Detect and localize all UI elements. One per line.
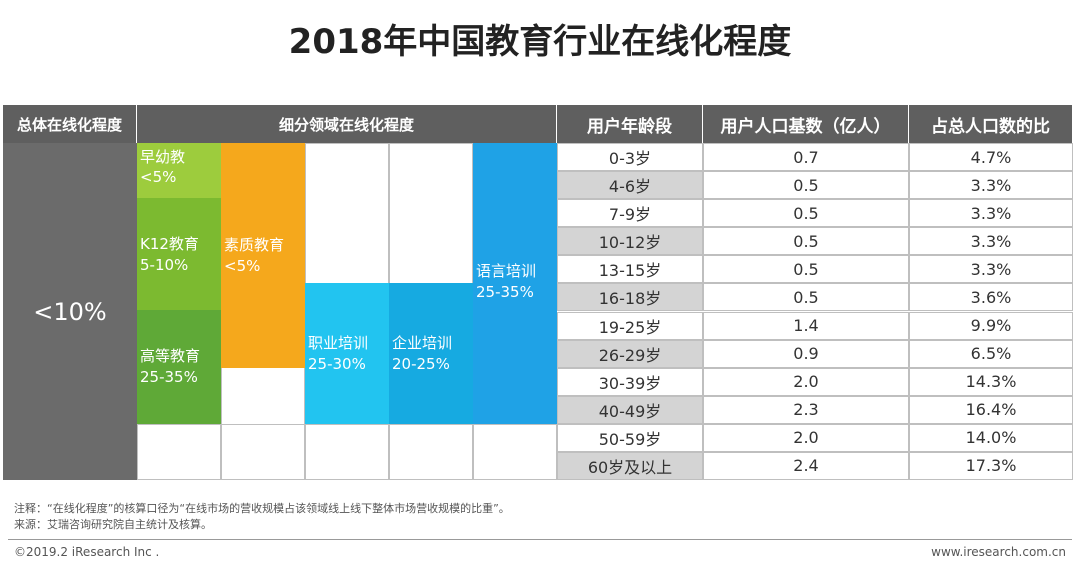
table-cell: 2.4 bbox=[703, 451, 909, 480]
separator bbox=[8, 539, 1072, 540]
table-cell: 16.4% bbox=[909, 395, 1073, 424]
segment-block: 语言培训 25-35% bbox=[473, 143, 557, 424]
segment-block: 企业培训 20-25% bbox=[389, 283, 473, 424]
segments-header: 细分领域在线化程度 bbox=[137, 105, 557, 143]
table-cell: 1.4 bbox=[703, 311, 909, 340]
table-cell: 3.3% bbox=[909, 255, 1073, 284]
table-cell: 14.3% bbox=[909, 367, 1073, 396]
age-group: 40-49岁 bbox=[557, 395, 703, 424]
age-group: 10-12岁 bbox=[557, 227, 703, 256]
age-group: 30-39岁 bbox=[557, 367, 703, 396]
table-cell: 6.5% bbox=[909, 339, 1073, 368]
table-cell: 3.6% bbox=[909, 283, 1073, 312]
table-cell: 14.0% bbox=[909, 423, 1073, 452]
age-group: 60岁及以上 bbox=[557, 451, 703, 480]
table-cell: 0.7 bbox=[703, 143, 909, 172]
segment-block: 职业培训 25-30% bbox=[305, 283, 389, 424]
table-cell: 0.5 bbox=[703, 255, 909, 284]
segment-range: <5% bbox=[224, 257, 261, 275]
age-group: 19-25岁 bbox=[557, 311, 703, 340]
age-group: 7-9岁 bbox=[557, 199, 703, 228]
segment-range: 20-25% bbox=[392, 355, 450, 373]
table-cell: 17.3% bbox=[909, 451, 1073, 480]
table-cell: 3.3% bbox=[909, 171, 1073, 200]
table-cell: 3.3% bbox=[909, 227, 1073, 256]
segment-name: 素质教育 bbox=[224, 236, 285, 254]
table-cell: 2.3 bbox=[703, 395, 909, 424]
note: 来源：艾瑞咨询研究院自主统计及核算。 bbox=[14, 518, 212, 531]
column-header: 用户年龄段 bbox=[557, 105, 703, 143]
table-cell: 0.9 bbox=[703, 339, 909, 368]
segment-name: 早幼教 bbox=[140, 148, 186, 166]
segment-name: 职业培训 bbox=[308, 334, 369, 352]
table-cell: 2.0 bbox=[703, 423, 909, 452]
segment-range: 25-35% bbox=[140, 368, 198, 386]
table-cell: 3.3% bbox=[909, 199, 1073, 228]
segment-block: 早幼教 <5% bbox=[137, 143, 221, 198]
segment-range: 25-35% bbox=[476, 283, 534, 301]
table-cell: 0.5 bbox=[703, 283, 909, 312]
title: 2018年中国教育行业在线化程度 bbox=[288, 22, 792, 62]
age-group: 0-3岁 bbox=[557, 143, 703, 172]
table-cell: 0.5 bbox=[703, 199, 909, 228]
segment-block: K12教育 5-10% bbox=[137, 198, 221, 310]
segment-range: 5-10% bbox=[140, 256, 189, 274]
table-cell: 2.0 bbox=[703, 367, 909, 396]
copyright: ©2019.2 iResearch Inc . bbox=[14, 545, 160, 559]
segment-range: 25-30% bbox=[308, 355, 366, 373]
overall-header: 总体在线化程度 bbox=[3, 105, 137, 143]
segment-name: 语言培训 bbox=[476, 262, 537, 280]
segment-name: K12教育 bbox=[140, 235, 199, 253]
table-cell: 0.5 bbox=[703, 227, 909, 256]
table-cell: 4.7% bbox=[909, 143, 1073, 172]
grid-cell bbox=[137, 424, 557, 480]
column-header: 用户人口基数（亿人） bbox=[703, 105, 909, 143]
column-header: 占总人口数的比 bbox=[909, 105, 1073, 143]
segment-range: <5% bbox=[140, 168, 177, 186]
table-cell: 9.9% bbox=[909, 311, 1073, 340]
website: www.iresearch.com.cn bbox=[931, 545, 1066, 559]
overall-value: <10% bbox=[3, 143, 137, 480]
age-group: 4-6岁 bbox=[557, 171, 703, 200]
segment-block: 素质教育 <5% bbox=[221, 143, 305, 368]
segment-name: 企业培训 bbox=[392, 334, 453, 352]
age-group: 13-15岁 bbox=[557, 255, 703, 284]
table-cell: 0.5 bbox=[703, 171, 909, 200]
segment-block: 高等教育 25-35% bbox=[137, 310, 221, 424]
segment-name: 高等教育 bbox=[140, 347, 201, 365]
age-group: 50-59岁 bbox=[557, 423, 703, 452]
age-group: 16-18岁 bbox=[557, 283, 703, 312]
age-group: 26-29岁 bbox=[557, 339, 703, 368]
note: 注释：“在线化程度”的核算口径为“在线市场的营收规模占该领域线上线下整体市场营收… bbox=[14, 502, 510, 515]
